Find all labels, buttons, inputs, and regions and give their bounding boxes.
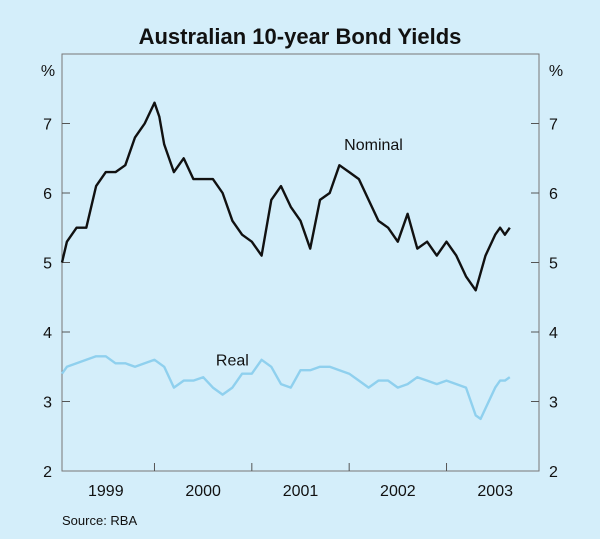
series-label-nominal: Nominal — [344, 137, 403, 154]
y-tick-label-left: 6 — [43, 186, 52, 203]
y-tick-label-right: 5 — [549, 256, 558, 273]
right-unit-label: % — [549, 63, 563, 80]
chart-title: Australian 10-year Bond Yields — [139, 24, 462, 49]
x-year-label: 1999 — [88, 483, 124, 500]
left-unit-label: % — [41, 63, 55, 80]
y-tick-label-right: 6 — [549, 186, 558, 203]
y-tick-label-left: 7 — [43, 117, 52, 134]
plot-frame — [61, 53, 540, 472]
y-tick-label-left: 5 — [43, 256, 52, 273]
source-note: Source: RBA — [62, 513, 138, 528]
y-tick-label-left: 4 — [43, 325, 52, 342]
x-year-label: 2003 — [477, 483, 513, 500]
series-line-nominal — [60, 101, 511, 292]
x-year-label: 2001 — [283, 483, 319, 500]
y-tick-label-left: 2 — [43, 464, 52, 481]
y-tick-label-right: 3 — [549, 395, 558, 412]
series-label-real: Real — [216, 352, 249, 369]
y-tick-label-right: 7 — [549, 117, 558, 134]
series-line-real — [61, 355, 511, 421]
y-tick-label-right: 2 — [549, 464, 558, 481]
x-year-label: 2000 — [185, 483, 221, 500]
y-tick-label-left: 3 — [43, 395, 52, 412]
x-year-label: 2002 — [380, 483, 416, 500]
y-tick-label-right: 4 — [549, 325, 558, 342]
